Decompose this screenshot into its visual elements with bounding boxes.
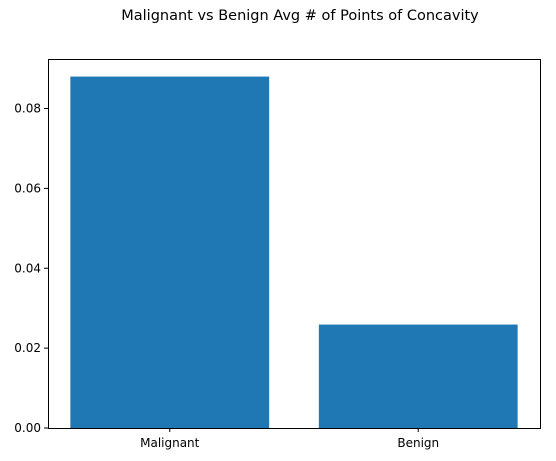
y-tick-label: 0.00	[14, 421, 41, 435]
chart-title: Malignant vs Benign Avg # of Points of C…	[121, 8, 479, 24]
x-axis: Malignant Benign	[140, 428, 439, 450]
bars-layer	[70, 76, 518, 429]
bar-benign	[318, 324, 518, 428]
y-tick-label: 0.02	[14, 341, 41, 355]
x-tick-label: Malignant	[140, 436, 200, 450]
y-tick-label: 0.04	[14, 261, 41, 275]
y-tick-label: 0.08	[14, 102, 41, 116]
plot-frame	[48, 59, 541, 429]
y-axis: 0.00 0.02 0.04 0.06 0.08	[14, 102, 48, 435]
bar-malignant	[70, 76, 270, 429]
x-tick-label: Benign	[397, 436, 439, 450]
y-tick-label: 0.06	[14, 181, 41, 195]
